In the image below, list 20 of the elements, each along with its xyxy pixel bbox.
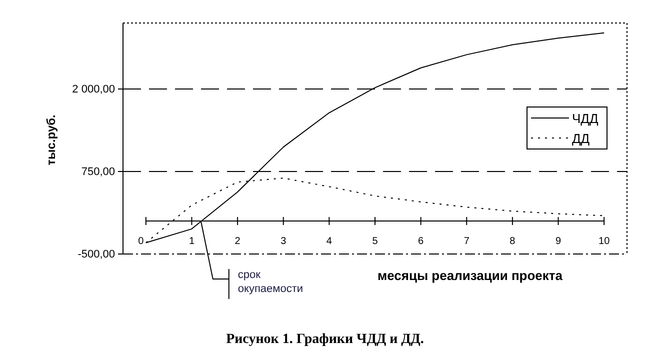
annotation: срок окупаемости (238, 269, 303, 295)
y-tick-label: 750,00 (81, 166, 115, 178)
x-tick-label: 6 (418, 236, 424, 247)
x-tick-label: 1 (188, 236, 195, 247)
x-axis-title: месяцы реализации проекта (377, 268, 564, 283)
y-tick-label: -500,00 (78, 248, 115, 261)
y-tick-label: 2 000,00 (72, 84, 115, 96)
legend-label: ЧДД (572, 111, 598, 126)
y-axis-title: тыс.руб. (44, 114, 58, 166)
x-tick-label: 4 (326, 236, 332, 247)
x-tick-label: 5 (372, 236, 378, 247)
x-tick-label: 2 (234, 236, 241, 247)
x-tick-label: 10 (598, 236, 610, 247)
x-tick-label: 7 (464, 236, 470, 247)
legend-label: ДД (572, 131, 590, 146)
x-tick-label: 8 (510, 236, 516, 247)
x-tick-label: 9 (555, 236, 562, 247)
text: Рисунок 1. Графики ЧДД и ДД. (226, 332, 424, 347)
x-tick-label: 3 (280, 236, 287, 247)
x-tick-label: 0 (138, 236, 144, 247)
